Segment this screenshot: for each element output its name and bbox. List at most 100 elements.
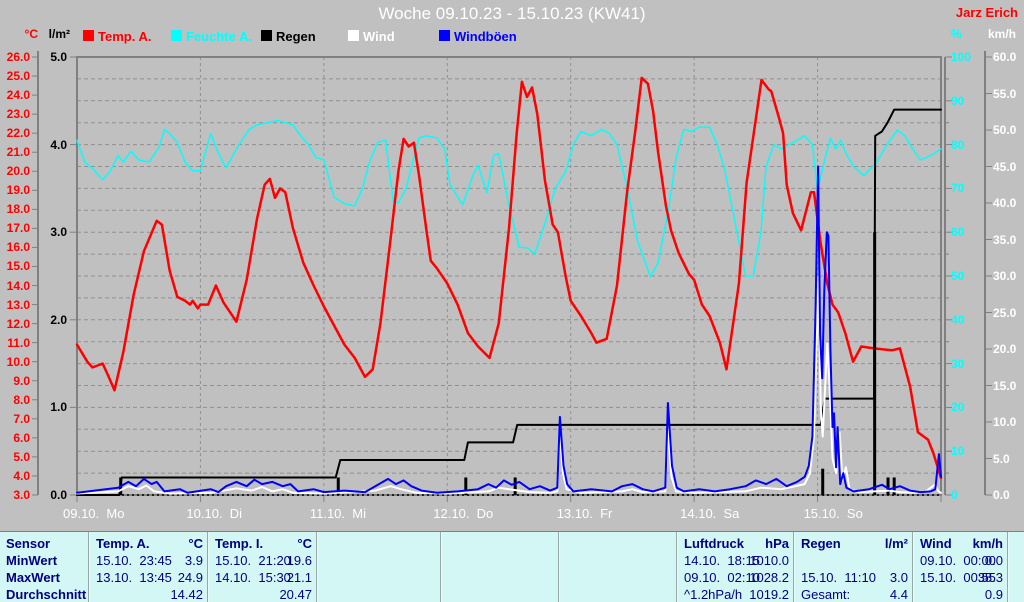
temp-tick-label: 12.0: [6, 316, 30, 331]
humidity-tick-label: 60: [951, 225, 965, 240]
table-column-regen: Regen l/m² 15.10. 11:10 3.0 Gesamt: 4.4: [793, 532, 914, 602]
wind-tick-label: 25.0: [993, 305, 1017, 320]
rain-tick-label: 3.0: [50, 225, 67, 240]
temp-tick-label: 19.0: [6, 183, 30, 198]
humidity-tick-label: 10: [951, 444, 965, 459]
table-cell: km/h: [972, 536, 1003, 551]
table-cell: Regen: [801, 536, 841, 551]
wind-tick-label: 45.0: [993, 159, 1017, 174]
table-row: 20.47: [215, 585, 312, 602]
temp-tick-label: 26.0: [6, 50, 30, 64]
table-cell: °C: [188, 536, 203, 551]
legend-label: Windböen: [454, 29, 517, 44]
x-axis-day-label: 11.10. Mi: [309, 506, 366, 521]
x-axis-day-label: 09.10. Mo: [63, 506, 125, 521]
humidity-tick-label: 90: [951, 93, 965, 108]
axis-unit-humidity: %: [951, 27, 962, 41]
humidity-tick-label: 70: [951, 181, 965, 196]
table-column-empty: [1007, 532, 1024, 602]
table-cell: hPa: [765, 536, 789, 551]
rain-tick-label: 2.0: [50, 312, 67, 327]
table-row: Luftdruck hPa: [684, 534, 789, 551]
table-row: 15.10. 23:45 3.9: [96, 551, 203, 568]
table-row: 09.10. 00:00 0.0: [920, 551, 1003, 568]
wind-tick-label: 60.0: [993, 50, 1017, 64]
table-column-temp-a-: Temp. A. °C 15.10. 23:45 3.9 13.10. 13:45 24.…: [88, 532, 209, 602]
series-line-regen: [76, 108, 942, 496]
temp-tick-label: 14.0: [6, 278, 30, 293]
table-column-luftdruck: Luftdruck hPa 14.10. 18:15 1010.0 09.10. 02:…: [676, 532, 795, 602]
table-row: Temp. A. °C: [96, 534, 203, 551]
humidity-tick-label: 50: [951, 269, 965, 283]
table-cell: l/m²: [884, 536, 908, 551]
temp-tick-label: 18.0: [6, 202, 30, 217]
legend-label: Regen: [276, 29, 316, 44]
table-cell: 09.10. 00:00: [920, 553, 996, 568]
table-cell: 4.4: [889, 587, 908, 602]
temp-tick-label: 15.0: [6, 259, 30, 274]
table-cell: 20.47: [279, 587, 312, 602]
humidity-tick-label: 20: [951, 400, 965, 415]
watermark-author: Jarz Erich: [955, 5, 1018, 20]
temp-tick-label: 24.0: [6, 88, 30, 103]
temp-tick-label: 21.0: [6, 145, 30, 160]
legend-label: Wind: [363, 29, 395, 44]
table-row: 13.10. 13:45 24.9: [96, 568, 203, 585]
table-row: Wind km/h: [920, 534, 1003, 551]
humidity-tick-label: 100: [951, 50, 972, 64]
temp-tick-label: 25.0: [6, 69, 30, 84]
table-cell: MinWert: [6, 553, 58, 568]
table-row: Gesamt: 4.4: [801, 585, 908, 602]
plot-border: [76, 56, 942, 496]
table-cell: Temp. I.: [215, 536, 264, 551]
table-cell: 1010.0: [749, 553, 789, 568]
wind-tick-label: 55.0: [993, 86, 1017, 101]
table-row: Sensor: [6, 534, 82, 551]
table-cell: Sensor: [6, 536, 51, 551]
table-cell: 0.9: [984, 587, 1003, 602]
table-cell: 21.1: [286, 570, 312, 585]
table-cell: 0.0: [984, 553, 1003, 568]
temp-tick-label: 23.0: [6, 107, 30, 122]
summary-table: Sensor MinWert MaxWert Durchschnitt Temp. A.…: [0, 531, 1024, 602]
table-cell: 15.10. 23:45: [96, 553, 172, 568]
axis-unit-temp: °C: [24, 27, 38, 41]
table-row: [801, 551, 908, 568]
table-row: Durchschnitt: [6, 585, 86, 602]
table-cell: MaxWert: [6, 570, 60, 585]
table-cell: 14.10. 15:30: [215, 570, 291, 585]
temp-tick-label: 17.0: [6, 221, 30, 236]
table-column-wind: Wind km/h 09.10. 00:00 0.0 15.10. 00:55 38.3 0…: [912, 532, 1009, 602]
axis-unit-rain: l/m²: [48, 27, 70, 41]
x-axis-day-label: 15.10. So: [803, 506, 863, 521]
temp-tick-label: 13.0: [6, 297, 30, 312]
temp-tick-label: 16.0: [6, 240, 30, 255]
temp-tick-label: 5.0: [13, 449, 30, 464]
table-row: 14.42: [96, 585, 203, 602]
wind-tick-label: 15.0: [993, 378, 1017, 393]
table-column-empty: [316, 532, 442, 602]
table-cell: 19.6: [286, 553, 312, 568]
wind-tick-label: 20.0: [993, 342, 1017, 356]
legend-swatch-icon: [171, 30, 182, 41]
table-cell: 3.0: [889, 570, 908, 585]
x-axis-day-label: 10.10. Di: [186, 506, 243, 521]
wind-tick-label: 40.0: [993, 196, 1017, 210]
temp-tick-label: 20.0: [6, 164, 30, 179]
table-row: MaxWert: [6, 568, 82, 585]
temp-tick-label: 6.0: [13, 430, 30, 445]
table-row: Regen l/m²: [801, 534, 908, 551]
temp-tick-label: 7.0: [13, 411, 30, 426]
legend-swatch-icon: [83, 30, 94, 41]
table-column-empty: [440, 532, 560, 602]
humidity-tick-label: 40: [951, 312, 965, 327]
legend-swatch-icon: [439, 30, 450, 41]
x-axis-day-label: 14.10. Sa: [680, 506, 740, 521]
temp-tick-label: 9.0: [13, 373, 30, 388]
legend-label: Temp. A.: [98, 29, 152, 44]
wind-tick-label: 50.0: [993, 123, 1017, 137]
table-row: 15.10. 00:55 38.3: [920, 568, 1003, 585]
table-column-temp-i-: Temp. I. °C 15.10. 21:20 19.6 14.10. 15:30 21…: [207, 532, 318, 602]
table-column-empty: [558, 532, 678, 602]
